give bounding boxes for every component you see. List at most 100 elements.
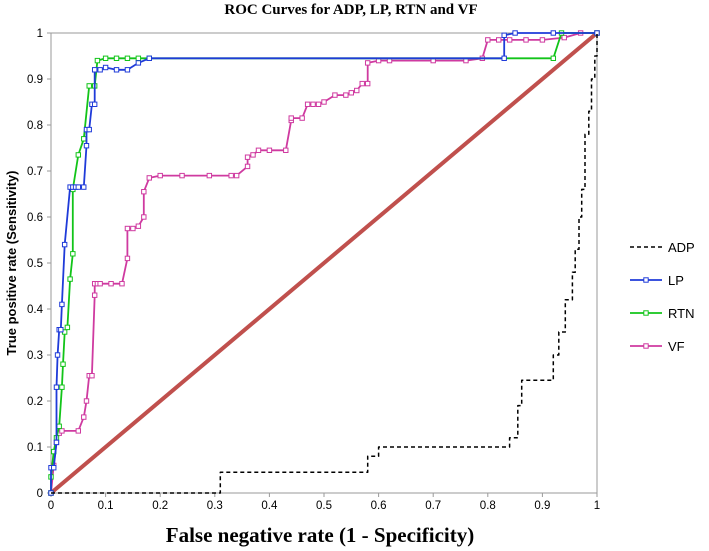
legend-marker-rtn xyxy=(643,310,649,316)
legend-label-adp: ADP xyxy=(668,240,695,255)
data-point-rtn xyxy=(70,251,76,257)
y-axis-ticks: 0 0.1 0.2 0.3 0.4 0.5 0.6 0.7 0.8 0.9 1 xyxy=(27,28,51,500)
y-tick-label: 0.3 xyxy=(27,350,43,362)
data-point-vf xyxy=(310,101,316,107)
x-tick-label: 0 xyxy=(48,500,54,512)
data-point-vf xyxy=(124,255,131,262)
data-point-vf xyxy=(359,80,365,87)
x-tick-label: 0.4 xyxy=(261,500,278,512)
data-point-lp xyxy=(53,439,60,446)
data-point-vf xyxy=(506,37,513,43)
data-point-vf xyxy=(119,281,125,287)
x-tick-label: 0.2 xyxy=(152,500,168,512)
data-point-vf xyxy=(250,152,256,158)
y-tick-label: 0.9 xyxy=(27,74,43,86)
data-point-vf xyxy=(304,101,311,107)
y-tick-label: 0.2 xyxy=(27,396,43,408)
data-point-lp xyxy=(83,143,90,149)
data-point-vf xyxy=(228,172,234,179)
data-point-lp xyxy=(512,30,518,36)
data-point-vf xyxy=(83,398,90,404)
y-tick-label: 1 xyxy=(37,28,43,40)
legend-label-rtn: RTN xyxy=(668,306,694,321)
data-point-vf xyxy=(523,37,529,43)
data-point-vf xyxy=(206,172,213,179)
legend-marker-vf xyxy=(643,343,649,349)
data-point-lp xyxy=(54,352,61,358)
data-point-vf xyxy=(97,281,103,287)
data-point-vf xyxy=(561,34,567,41)
data-point-vf xyxy=(315,101,322,107)
reference-diagonal-line xyxy=(49,31,599,495)
data-point-rtn xyxy=(135,55,142,61)
data-point-vf xyxy=(485,37,491,43)
data-point-lp xyxy=(75,184,81,190)
plot-series xyxy=(48,30,600,496)
data-point-rtn xyxy=(67,276,73,282)
data-point-vf xyxy=(321,99,327,105)
data-point-rtn xyxy=(81,136,87,142)
x-tick-label: 0.6 xyxy=(371,500,387,512)
data-point-rtn xyxy=(102,55,109,61)
data-point-rtn xyxy=(113,55,120,61)
x-tick-label: 0.8 xyxy=(480,500,496,512)
data-point-lp xyxy=(501,55,507,61)
data-point-vf xyxy=(354,87,360,94)
data-point-rtn xyxy=(75,152,81,158)
x-axis-label: False negative rate (1 - Specificity) xyxy=(166,523,474,547)
data-point-lp xyxy=(59,301,65,308)
series-adp xyxy=(51,33,598,494)
data-point-vf xyxy=(233,172,240,179)
data-point-lp xyxy=(61,241,68,248)
data-point-vf xyxy=(364,60,371,66)
data-point-vf xyxy=(89,373,95,379)
legend-marker-lp xyxy=(643,277,649,283)
data-point-lp xyxy=(58,327,64,333)
data-point-rtn xyxy=(59,384,65,390)
data-point-vf xyxy=(299,115,305,121)
data-point-lp xyxy=(135,60,142,66)
data-point-lp xyxy=(501,32,507,38)
y-tick-label: 0.4 xyxy=(27,304,44,316)
data-point-vf xyxy=(539,37,546,43)
data-point-vf xyxy=(135,223,142,229)
data-point-vf xyxy=(348,90,355,96)
data-point-lp xyxy=(91,101,98,107)
y-tick-label: 0.5 xyxy=(27,258,43,270)
data-point-lp xyxy=(51,465,57,471)
data-point-vf xyxy=(141,189,147,195)
y-tick-label: 0.7 xyxy=(27,166,43,178)
x-tick-label: 0.3 xyxy=(207,500,223,512)
data-point-rtn xyxy=(56,423,62,430)
data-point-rtn xyxy=(124,55,131,61)
data-point-lp xyxy=(91,67,98,73)
x-axis-ticks: 0 0.1 0.2 0.3 0.4 0.5 0.6 0.7 0.8 0.9 1 xyxy=(48,493,600,512)
x-tick-label: 1 xyxy=(594,500,600,512)
data-point-rtn xyxy=(94,57,101,64)
data-point-vf xyxy=(179,172,185,179)
legend-label-lp: LP xyxy=(668,273,684,288)
y-tick-label: 0.6 xyxy=(27,212,43,224)
data-point-lp xyxy=(86,126,92,133)
data-point-vf xyxy=(332,92,338,98)
data-point-vf xyxy=(75,428,81,434)
data-point-vf xyxy=(141,214,147,220)
data-point-rtn xyxy=(64,324,71,331)
x-tick-label: 0.1 xyxy=(98,500,114,512)
y-axis-label: True positive rate (Sensitivity) xyxy=(4,171,19,356)
data-point-lp xyxy=(113,67,120,73)
data-point-vf xyxy=(364,80,371,87)
data-point-lp xyxy=(81,184,87,190)
data-point-rtn xyxy=(550,55,557,61)
legend: ADP LP RTN VF xyxy=(630,240,695,354)
data-point-vf xyxy=(157,172,163,179)
data-point-vf xyxy=(288,115,294,121)
data-point-vf xyxy=(124,225,131,232)
y-tick-label: 0.1 xyxy=(27,442,43,454)
data-point-vf xyxy=(59,428,65,434)
data-point-vf xyxy=(255,147,262,154)
data-point-vf xyxy=(146,175,152,181)
data-point-vf xyxy=(343,92,349,98)
data-point-rtn xyxy=(86,83,92,89)
